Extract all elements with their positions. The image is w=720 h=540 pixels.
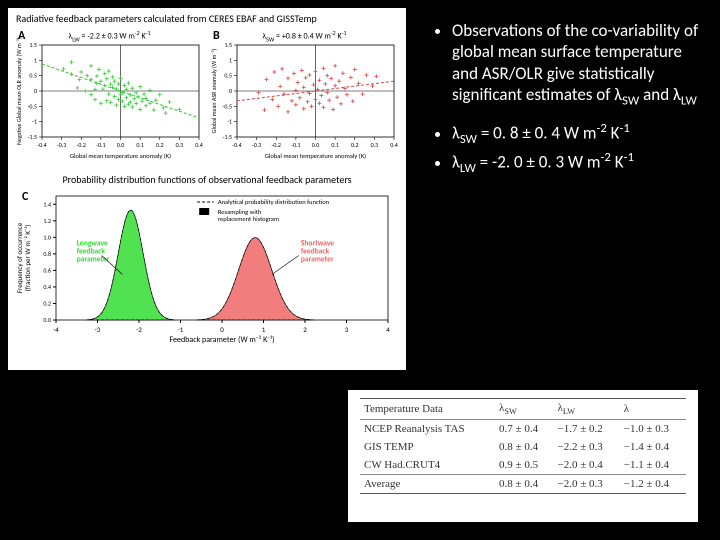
panel-b: B λSW = +0.8 ± 0.4 W m-2 K-1 -0.4-0.3-0.… — [207, 27, 402, 167]
table-row: NCEP Reanalysis TAS0.7 ± 0.4−1.7 ± 0.2−1… — [360, 420, 686, 438]
panel-a: A λLW = -2.2 ± 0.3 W m-2 K-1 -0.4-0.3-0.… — [12, 27, 207, 167]
svg-text:0.0: 0.0 — [312, 141, 320, 149]
svg-text:0.4: 0.4 — [43, 283, 51, 291]
svg-text:2: 2 — [303, 325, 307, 334]
th-3: λ — [620, 399, 686, 420]
svg-text:0.0: 0.0 — [117, 141, 125, 149]
svg-text:-0.5: -0.5 — [28, 102, 37, 110]
svg-text:-0.4: -0.4 — [37, 141, 46, 149]
svg-text:-1: -1 — [32, 118, 37, 126]
svg-text:0.1: 0.1 — [136, 141, 144, 149]
scatter-a-svg: -0.4 -0.3 -0.2 -0.1 0.0 0.1 0.2 0.3 0.4 -1.5 -1 -0.… — [12, 27, 207, 162]
svg-text:0: 0 — [229, 87, 232, 95]
svg-text:0.2: 0.2 — [156, 141, 164, 149]
svg-text:0.5: 0.5 — [29, 72, 37, 80]
svg-text:3: 3 — [345, 325, 349, 334]
svg-text:Longwavefeedbackparameter: Longwavefeedbackparameter — [77, 240, 110, 265]
svg-text:0.6: 0.6 — [43, 266, 51, 274]
svg-text:1.5: 1.5 — [29, 41, 37, 49]
svg-text:1.4: 1.4 — [43, 200, 51, 208]
svg-text:Resampling withreplacement his: Resampling withreplacement histogram — [218, 208, 279, 223]
svg-text:0.1: 0.1 — [331, 141, 339, 149]
svg-text:-1: -1 — [227, 118, 232, 126]
bullet-2: λSW = 0. 8 ± 0. 4 W m-2 K-1 — [452, 121, 700, 148]
table-row: GIS TEMP0.8 ± 0.4−2.2 ± 0.3−1.4 ± 0.4 — [360, 438, 686, 456]
svg-text:Global mean ASR anomaly (W m⁻²: Global mean ASR anomaly (W m⁻²) — [210, 48, 218, 133]
svg-text:Global mean temperature anomal: Global mean temperature anomaly (K) — [70, 152, 171, 160]
th-2: λLW — [554, 399, 620, 420]
svg-text:0.4: 0.4 — [390, 141, 398, 149]
svg-text:-4: -4 — [53, 325, 59, 334]
table-average: Average 0.8 ± 0.4 −2.0 ± 0.3 −1.2 ± 0.4 — [360, 475, 686, 494]
svg-text:Feedback parameter (W m⁻² K⁻¹): Feedback parameter (W m⁻² K⁻¹) — [169, 335, 274, 345]
svg-text:-0.3: -0.3 — [57, 141, 66, 149]
bullet-list: Observations of the co-variability of gl… — [430, 20, 700, 179]
svg-text:-1.5: -1.5 — [223, 133, 232, 141]
svg-text:1: 1 — [34, 56, 37, 64]
svg-text:0.0: 0.0 — [43, 316, 51, 324]
svg-text:1.2: 1.2 — [43, 217, 51, 225]
table-row: CW Had.CRUT40.9 ± 0.5−2.0 ± 0.4−1.1 ± 0.… — [360, 456, 686, 475]
svg-text:0: 0 — [34, 87, 37, 95]
svg-text:Analytical probability distrib: Analytical probability distribution func… — [218, 198, 330, 206]
svg-text:-1: -1 — [178, 325, 184, 334]
svg-text:Negative Global mean OLR anoma: Negative Global mean OLR anomaly (W m⁻²) — [15, 37, 23, 145]
svg-text:-3: -3 — [95, 325, 101, 334]
pdf-svg: -4 -3 -2 -1 0 1 2 3 4 0.0 0.2 0.4 0.6 0.8 1.0 1.2 1.4 Lon… — [8, 188, 406, 348]
svg-text:-1.5: -1.5 — [28, 133, 37, 141]
svg-text:-0.1: -0.1 — [96, 141, 105, 149]
svg-text:1: 1 — [229, 56, 232, 64]
svg-text:4: 4 — [386, 325, 390, 334]
svg-text:1: 1 — [262, 325, 266, 334]
bullet-3: λLW = -2. 0 ± 0. 3 W m-2 K-1 — [452, 150, 700, 177]
svg-text:-2: -2 — [136, 325, 142, 334]
svg-text:0.2: 0.2 — [351, 141, 359, 149]
svg-text:0.2: 0.2 — [43, 299, 51, 307]
svg-text:0.3: 0.3 — [176, 141, 184, 149]
svg-text:-0.1: -0.1 — [291, 141, 300, 149]
svg-text:1.0: 1.0 — [43, 233, 51, 241]
svg-text:-0.4: -0.4 — [232, 141, 241, 149]
svg-text:0.3: 0.3 — [371, 141, 379, 149]
svg-text:-0.3: -0.3 — [252, 141, 261, 149]
svg-text:-0.2: -0.2 — [77, 141, 86, 149]
svg-text:1.5: 1.5 — [224, 41, 232, 49]
bullet-1: Observations of the co-variability of gl… — [452, 20, 700, 109]
panel-c: C -4-3-2-1012340.00.20.40.60.81.01.21.4L… — [8, 188, 406, 348]
figure-title: Radiative feedback parameters calculated… — [8, 8, 406, 27]
svg-text:Global mean temperature anomal: Global mean temperature anomaly (K) — [265, 152, 366, 160]
svg-text:0: 0 — [220, 325, 224, 334]
data-table: Temperature Data λSW λLW λ NCEP Reanalys… — [348, 390, 698, 522]
table-header: Temperature Data λSW λLW λ — [360, 399, 686, 420]
svg-text:Shortwavefeedbackparameter: Shortwavefeedbackparameter — [301, 240, 334, 265]
svg-text:-0.2: -0.2 — [272, 141, 281, 149]
scatter-row: A λLW = -2.2 ± 0.3 W m-2 K-1 -0.4-0.3-0.… — [8, 27, 406, 167]
svg-text:0.5: 0.5 — [224, 72, 232, 80]
scatter-b-svg: -0.4 -0.3 -0.2 -0.1 0.0 0.1 0.2 0.3 0.4 -1.5 -1 -0.… — [207, 27, 402, 162]
figure-container: Radiative feedback parameters calculated… — [8, 8, 406, 370]
panel-c-title: Probability distribution functions of ob… — [8, 167, 406, 188]
th-0: Temperature Data — [360, 399, 495, 420]
svg-text:0.8: 0.8 — [43, 250, 51, 258]
svg-text:0.4: 0.4 — [195, 141, 203, 149]
svg-text:-0.5: -0.5 — [223, 102, 232, 110]
svg-text:Frequency of occurrence(fracti: Frequency of occurrence(fraction per W m… — [15, 222, 32, 293]
th-1: λSW — [495, 399, 554, 420]
